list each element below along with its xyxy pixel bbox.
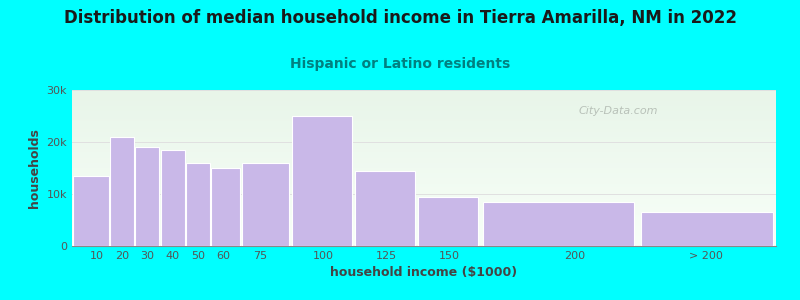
Bar (641, 212, 773, 246)
Bar (135, 147, 159, 246)
Text: City-Data.com: City-Data.com (579, 106, 658, 116)
Bar (483, 202, 634, 246)
Text: Distribution of median household income in Tierra Amarilla, NM in 2022: Distribution of median household income … (63, 9, 737, 27)
Bar (242, 163, 290, 246)
Text: Hispanic or Latino residents: Hispanic or Latino residents (290, 57, 510, 71)
Bar (110, 137, 134, 246)
X-axis label: household income ($1000): household income ($1000) (330, 266, 518, 279)
Bar (418, 196, 478, 246)
Y-axis label: households: households (28, 128, 41, 208)
Bar (211, 168, 240, 246)
Bar (292, 116, 352, 246)
Bar (161, 150, 185, 246)
Bar (73, 176, 109, 246)
Bar (355, 171, 415, 246)
Bar (186, 163, 210, 246)
